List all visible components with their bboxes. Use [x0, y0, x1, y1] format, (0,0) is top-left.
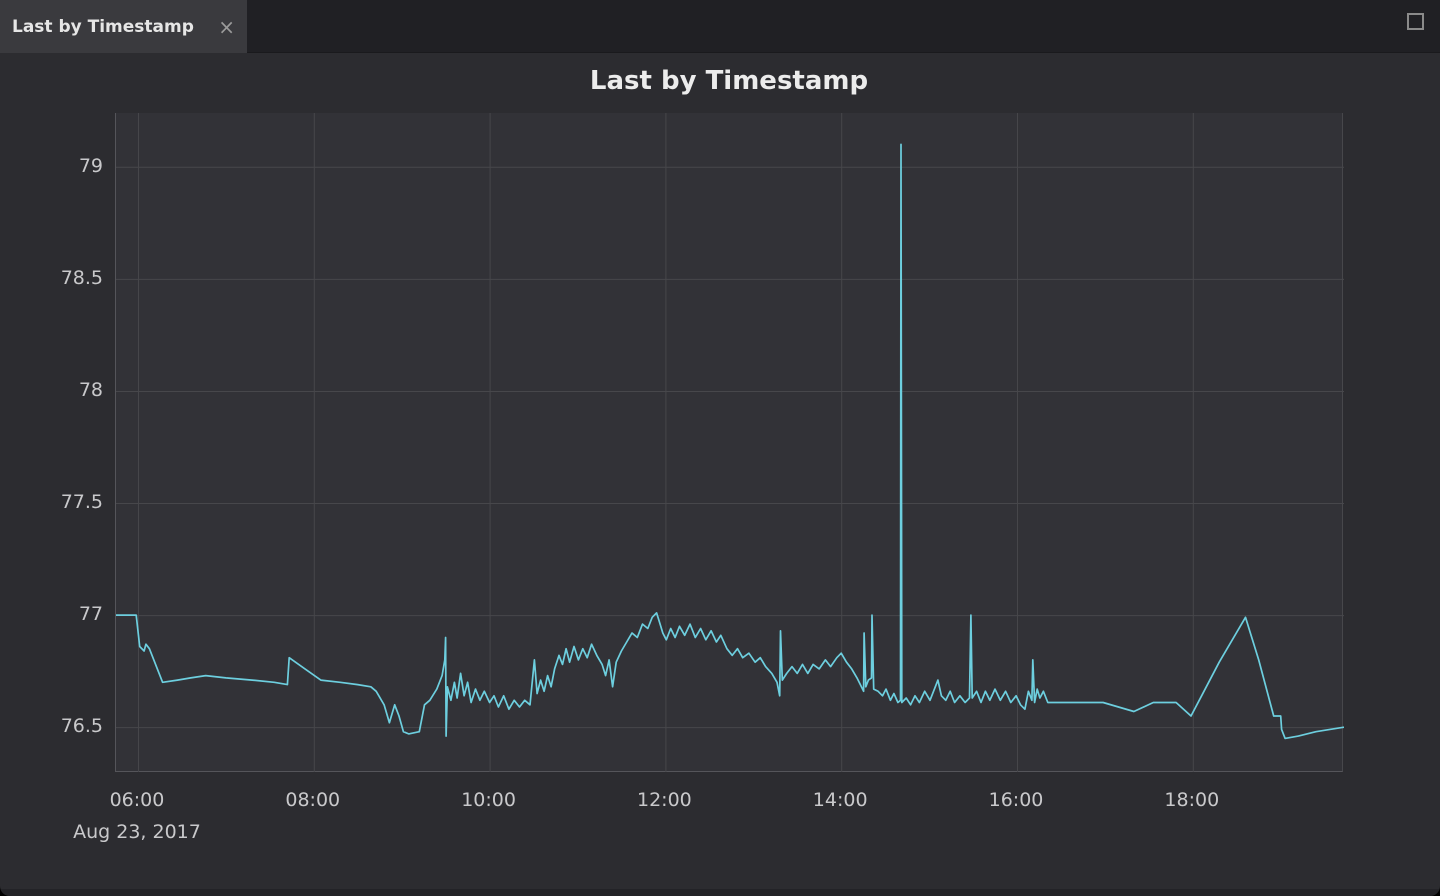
y-tick-label-77: 77: [78, 603, 103, 626]
y-tick-label-76.5: 76.5: [60, 715, 103, 738]
plot-area[interactable]: [115, 113, 1344, 772]
chart-title: Last by Timestamp: [589, 66, 869, 96]
y-tick-label-77.5: 77.5: [60, 491, 103, 514]
tab-label: Last by Timestamp: [12, 16, 194, 37]
maximize-icon[interactable]: [1407, 13, 1424, 30]
y-tick-label-79: 79: [78, 154, 103, 177]
tab-close-icon[interactable]: ×: [218, 14, 235, 39]
x-axis-date-label: Aug 23, 2017: [73, 821, 201, 843]
x-tick-label-08-00: 08:00: [285, 789, 341, 811]
tab-bar: Last by Timestamp ×: [0, 0, 1440, 53]
tab-last-by-timestamp[interactable]: Last by Timestamp ×: [0, 0, 247, 53]
x-tick-label-10-00: 10:00: [461, 789, 516, 811]
timeseries-line-chart[interactable]: [116, 113, 1344, 772]
x-tick-label-12-00: 12:00: [637, 789, 692, 811]
series-line-last-by-timestamp: [116, 143, 1344, 740]
x-tick-label-14-00: 14:00: [812, 789, 868, 811]
window-bottom-edge: [0, 889, 1440, 896]
x-tick-label-16-00: 16:00: [988, 789, 1044, 811]
x-tick-label-18-00: 18:00: [1164, 789, 1220, 811]
x-tick-label-06-00: 06:00: [109, 789, 165, 811]
y-tick-label-78: 78: [78, 378, 103, 401]
y-tick-label-78.5: 78.5: [60, 266, 103, 289]
